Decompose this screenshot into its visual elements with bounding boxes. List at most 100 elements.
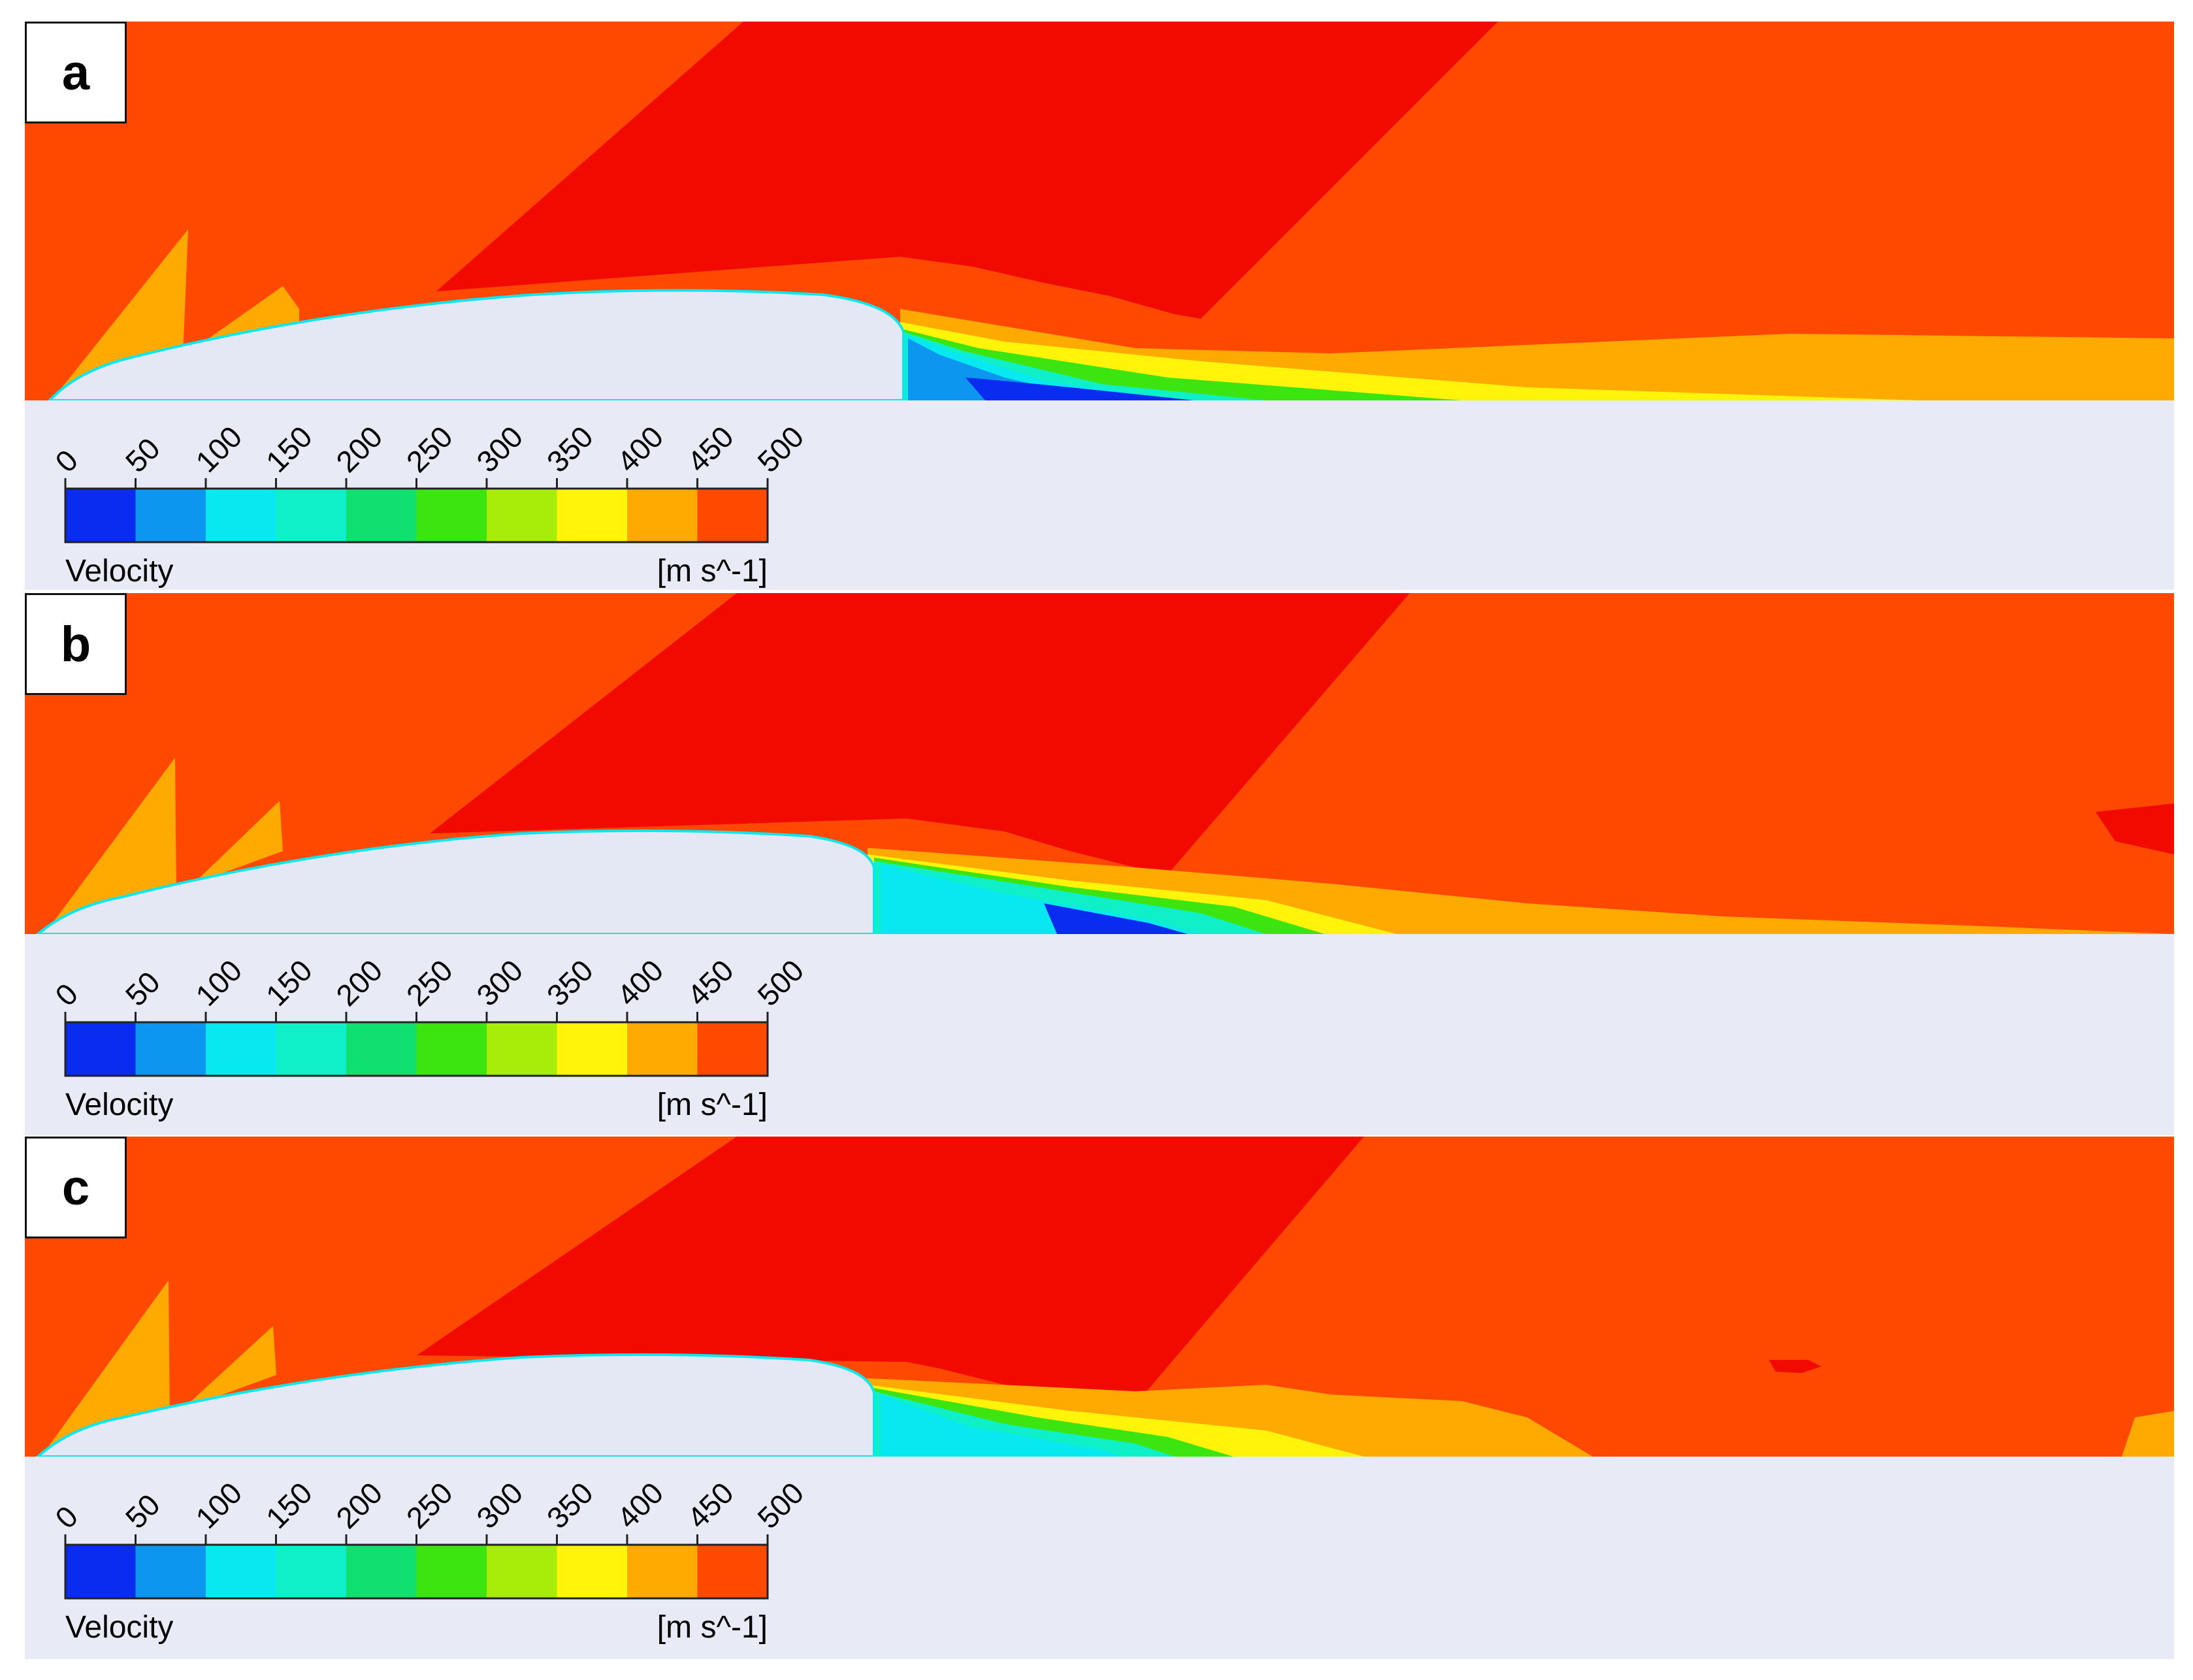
legend-tick-label: 350 — [540, 1476, 600, 1535]
velocity-field-c — [25, 1137, 2174, 1659]
expansion-fan-region — [417, 1137, 1364, 1404]
legend-units: [m s^-1] — [657, 1088, 768, 1122]
legend-tick-label: 500 — [751, 419, 809, 479]
legend-swatch — [627, 1022, 698, 1076]
velocity-legend-b: 0 50 100 150 200 250 300 350 400 450 500 Velocity [m… — [25, 934, 809, 1123]
expansion-spot — [2096, 803, 2174, 854]
legend-tick-label: 300 — [470, 419, 529, 479]
legend-tick-label: 100 — [189, 1476, 248, 1535]
legend-tick-label: 400 — [610, 953, 670, 1012]
legend-swatch — [487, 1022, 557, 1076]
wake-core-3 — [881, 864, 1201, 934]
expansion-fan-region — [436, 22, 1498, 319]
legend-tick-label: 300 — [470, 953, 529, 1012]
vehicle-body — [34, 1353, 875, 1458]
legend-swatch — [206, 1545, 276, 1598]
legend-tick-label: 150 — [259, 419, 319, 479]
legend-tick-label: 100 — [189, 419, 248, 479]
legend-units: [m s^-1] — [657, 1610, 768, 1645]
legend-graphic: 0 50 100 150 200 250 300 350 400 450 500 Velocity [m… — [48, 953, 809, 1122]
legend-swatch — [557, 489, 627, 542]
legend-swatch — [276, 1022, 346, 1076]
legend-swatch — [416, 1022, 487, 1076]
wake-core-5 — [966, 378, 1194, 400]
wake-core-4 — [1044, 903, 1188, 934]
legend-swatch — [276, 1545, 346, 1598]
bow-shock-front — [54, 229, 299, 397]
vehicle-body — [46, 289, 905, 402]
velocity-legend-a: 0 50 100 150 200 250 300 350 400 450 500 Velocity [m… — [25, 400, 809, 590]
legend-tick-label: 0 — [48, 443, 84, 479]
expansion-spot — [1769, 1360, 1821, 1373]
legend-tick-label: 450 — [681, 1476, 740, 1535]
legend-swatch — [697, 489, 768, 542]
legend-swatch — [276, 489, 346, 542]
legend-swatch — [135, 489, 206, 542]
legend-tick-label: 150 — [259, 953, 319, 1012]
legend-tick-label: 250 — [400, 953, 459, 1012]
legend-tick-label: 0 — [48, 1499, 84, 1535]
legend-tick-label: 200 — [329, 1476, 389, 1535]
legend-swatch — [557, 1545, 627, 1598]
legend-tick-label: 450 — [681, 419, 740, 479]
wake-core-3 — [881, 1395, 1122, 1457]
wake-core-4 — [908, 338, 1103, 400]
legend-tick-label: 350 — [540, 953, 600, 1012]
velocity-field-b — [25, 593, 2174, 1135]
legend-swatch — [346, 1022, 417, 1076]
legend-swatch — [206, 489, 276, 542]
velocity-field-a — [25, 22, 2174, 590]
legend-swatch — [135, 1022, 206, 1076]
expansion-fan-region — [430, 593, 1410, 874]
legend-tick-label: 500 — [751, 953, 809, 1012]
bow-shock-front — [44, 758, 283, 934]
legend-graphic: 0 50 100 150 200 250 300 350 400 450 500 Velocity [m… — [48, 1476, 809, 1645]
wake-edge — [2122, 1411, 2174, 1457]
legend-tick-label: 200 — [329, 953, 389, 1012]
legend-tick-label: 400 — [610, 419, 670, 479]
legend-title: Velocity — [65, 1088, 173, 1122]
legend-swatch — [697, 1022, 768, 1076]
legend-units: [m s^-1] — [657, 554, 768, 589]
vehicle-body — [34, 829, 875, 935]
legend-swatch — [346, 489, 417, 542]
panel-label-b: b — [25, 593, 127, 695]
legend-tick-label: 0 — [48, 977, 84, 1012]
panel-label-a: a — [25, 22, 127, 123]
legend-swatch — [697, 1545, 768, 1598]
legend-swatch — [487, 489, 557, 542]
legend-tick-label: 200 — [329, 419, 389, 479]
legend-tick-label: 400 — [610, 1476, 670, 1535]
legend-tick-label: 250 — [400, 419, 459, 479]
legend-tick-label: 350 — [540, 419, 600, 479]
legend-tick-label: 50 — [119, 965, 167, 1012]
legend-title: Velocity — [65, 1610, 173, 1645]
legend-swatch — [65, 1545, 136, 1598]
panel-label-c: c — [25, 1137, 127, 1238]
legend-tick-label: 50 — [119, 431, 167, 479]
legend-swatch — [135, 1545, 206, 1598]
legend-title: Velocity — [65, 554, 173, 589]
legend-swatch — [416, 1545, 487, 1598]
contour-panel-a: a 0 50 100 150 200 250 300 350 400 450 500 Velocity… — [25, 22, 2174, 590]
legend-swatch — [65, 1022, 136, 1076]
legend-swatch — [557, 1022, 627, 1076]
legend-swatch — [65, 489, 136, 542]
legend-swatch — [206, 1022, 276, 1076]
legend-tick-label: 150 — [259, 1476, 319, 1535]
legend-tick-label: 250 — [400, 1476, 459, 1535]
legend-tick-label: 50 — [119, 1487, 167, 1535]
bow-shock-front — [41, 1280, 276, 1457]
legend-tick-label: 100 — [189, 953, 248, 1012]
legend-tick-label: 450 — [681, 953, 740, 1012]
legend-swatch — [416, 489, 487, 542]
contour-panel-b: b 0 50 100 150 200 250 300 350 400 450 500 Velocity… — [25, 593, 2174, 1135]
legend-swatch — [627, 1545, 698, 1598]
velocity-legend-c: 0 50 100 150 200 250 300 350 400 450 500 Velocity [m… — [25, 1457, 809, 1646]
legend-swatch — [627, 489, 698, 542]
contour-panel-c: c 0 50 100 150 200 250 300 350 400 450 500 Velocity… — [25, 1137, 2174, 1659]
legend-graphic: 0 50 100 150 200 250 300 350 400 450 500 Velocity [m… — [48, 419, 809, 589]
legend-tick-label: 500 — [751, 1476, 809, 1535]
legend-tick-label: 300 — [470, 1476, 529, 1535]
legend-swatch — [346, 1545, 417, 1598]
